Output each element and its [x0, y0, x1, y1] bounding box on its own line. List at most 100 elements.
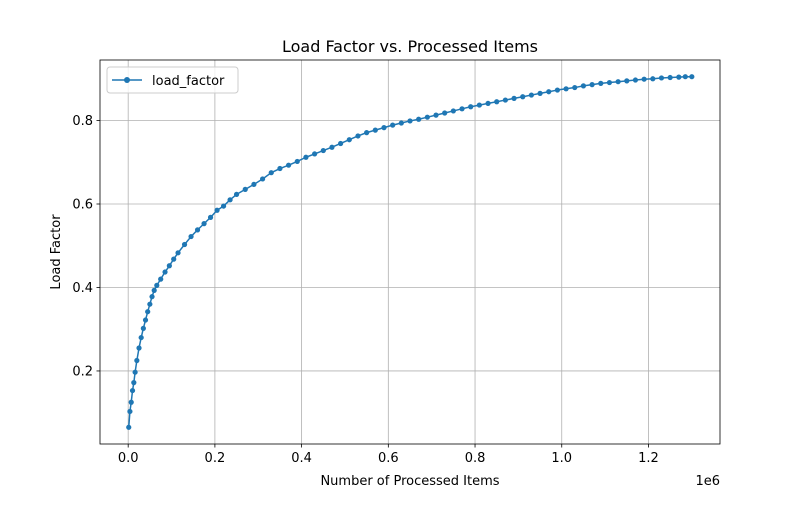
- x-tick-label: 1.0: [551, 451, 572, 466]
- data-point: [142, 317, 149, 323]
- data-point: [407, 118, 413, 124]
- data-point: [346, 137, 352, 143]
- data-point: [126, 424, 132, 430]
- data-point: [424, 114, 430, 120]
- y-axis-label: Load Factor: [49, 214, 64, 290]
- data-point: [188, 233, 194, 240]
- data-point: [201, 221, 207, 227]
- data-point: [520, 94, 526, 100]
- axis-ticks: 0.0 0.2 0.4 0.6 0.8 1.0 1.2 0.2 0.4 0.6 0.8: [72, 114, 658, 466]
- data-point: [149, 294, 155, 300]
- data-point: [131, 380, 137, 386]
- data-point: [338, 140, 344, 147]
- data-point: [381, 125, 387, 131]
- data-point: [151, 287, 157, 293]
- data-point: [537, 90, 543, 96]
- data-point: [145, 309, 151, 315]
- data-point: [416, 116, 422, 122]
- data-point: [158, 276, 164, 282]
- data-point: [598, 80, 604, 86]
- data-point: [442, 110, 448, 116]
- data-point: [259, 176, 266, 182]
- data-point: [528, 92, 535, 98]
- data-point: [136, 345, 142, 351]
- legend-box: [106, 66, 239, 94]
- data-point: [563, 86, 569, 92]
- data-point: [450, 108, 456, 114]
- data-point: [138, 334, 144, 341]
- data-point: [589, 82, 595, 88]
- data-point: [128, 399, 134, 405]
- x-tick-label: 0.2: [205, 451, 226, 466]
- x-tick-label: 0.0: [118, 451, 139, 466]
- y-tick-label: 0.2: [72, 364, 93, 379]
- x-axis-label: Number of Processed Items: [320, 474, 499, 489]
- chart-title: Load Factor vs. Processed Items: [282, 37, 538, 56]
- data-point: [624, 78, 630, 84]
- data-point: [175, 250, 181, 256]
- data-point: [140, 325, 146, 331]
- data-point: [242, 186, 248, 192]
- x-tick-label: 0.4: [291, 451, 312, 466]
- data-point: [641, 76, 647, 82]
- data-point: [312, 151, 318, 157]
- data-point: [355, 133, 361, 139]
- data-point: [303, 154, 309, 160]
- data-point: [181, 241, 188, 248]
- data-point: [132, 369, 138, 375]
- data-point: [632, 77, 639, 83]
- data-point: [162, 269, 168, 275]
- data-point: [147, 301, 153, 307]
- data-point: [251, 181, 257, 187]
- data-point: [502, 97, 508, 103]
- x-axis-offset-text: 1e6: [695, 474, 720, 489]
- data-point: [372, 127, 378, 133]
- data-point: [468, 104, 474, 110]
- series-layer: [126, 74, 695, 430]
- plot-area-frame: [99, 59, 721, 445]
- data-point: [227, 197, 233, 203]
- data-point: [214, 207, 220, 213]
- data-point: [689, 74, 695, 80]
- data-point: [294, 158, 300, 165]
- data-point: [676, 74, 682, 80]
- data-point: [615, 79, 621, 85]
- data-point: [166, 263, 172, 269]
- data-point: [277, 165, 283, 172]
- x-tick-label: 0.8: [465, 451, 486, 466]
- data-point: [650, 76, 656, 82]
- data-point: [494, 99, 500, 105]
- y-tick-label: 0.6: [72, 198, 93, 213]
- data-point: [129, 387, 136, 394]
- data-point: [658, 75, 665, 81]
- data-point: [554, 87, 561, 93]
- data-point: [220, 203, 227, 209]
- data-point: [667, 74, 673, 81]
- data-point: [511, 95, 517, 101]
- data-point: [682, 74, 688, 80]
- legend-marker-swatch: [124, 77, 130, 83]
- y-tick-label: 0.4: [72, 281, 93, 296]
- x-tick-label: 1.2: [638, 451, 659, 466]
- data-point: [207, 214, 214, 220]
- data-point: [194, 227, 201, 233]
- data-point: [459, 106, 465, 112]
- data-point: [364, 130, 370, 136]
- data-point: [233, 191, 240, 197]
- x-tick-label: 0.6: [378, 451, 399, 466]
- data-point: [485, 100, 491, 107]
- data-point: [329, 144, 335, 150]
- legend-label-load-factor: load_factor: [152, 74, 225, 89]
- data-point: [286, 162, 292, 168]
- legend: load_factor: [106, 66, 239, 94]
- data-point: [546, 89, 552, 95]
- data-point: [572, 84, 578, 91]
- y-tick-label: 0.8: [72, 114, 93, 129]
- data-point: [127, 408, 133, 415]
- data-point: [320, 147, 326, 154]
- data-point: [580, 83, 587, 89]
- data-point: [154, 282, 160, 288]
- data-point: [398, 120, 404, 126]
